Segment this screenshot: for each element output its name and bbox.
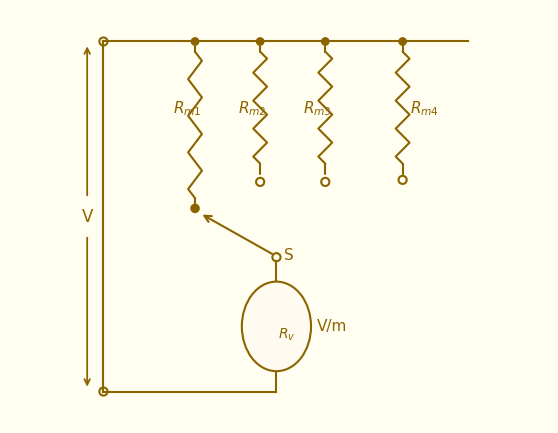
Circle shape bbox=[191, 38, 199, 45]
Text: $R_{m4}$: $R_{m4}$ bbox=[410, 99, 439, 118]
Text: $R_{m3}$: $R_{m3}$ bbox=[303, 99, 332, 118]
Circle shape bbox=[321, 38, 329, 45]
Text: $R_{m1}$: $R_{m1}$ bbox=[172, 99, 201, 118]
Text: V: V bbox=[81, 207, 93, 226]
Ellipse shape bbox=[242, 281, 311, 371]
Circle shape bbox=[257, 38, 264, 45]
Circle shape bbox=[191, 204, 199, 213]
Text: S: S bbox=[284, 248, 294, 263]
Text: $R_{m2}$: $R_{m2}$ bbox=[238, 99, 266, 118]
Text: V/m: V/m bbox=[317, 319, 348, 334]
Text: $R_v$: $R_v$ bbox=[278, 326, 296, 343]
Circle shape bbox=[399, 38, 406, 45]
